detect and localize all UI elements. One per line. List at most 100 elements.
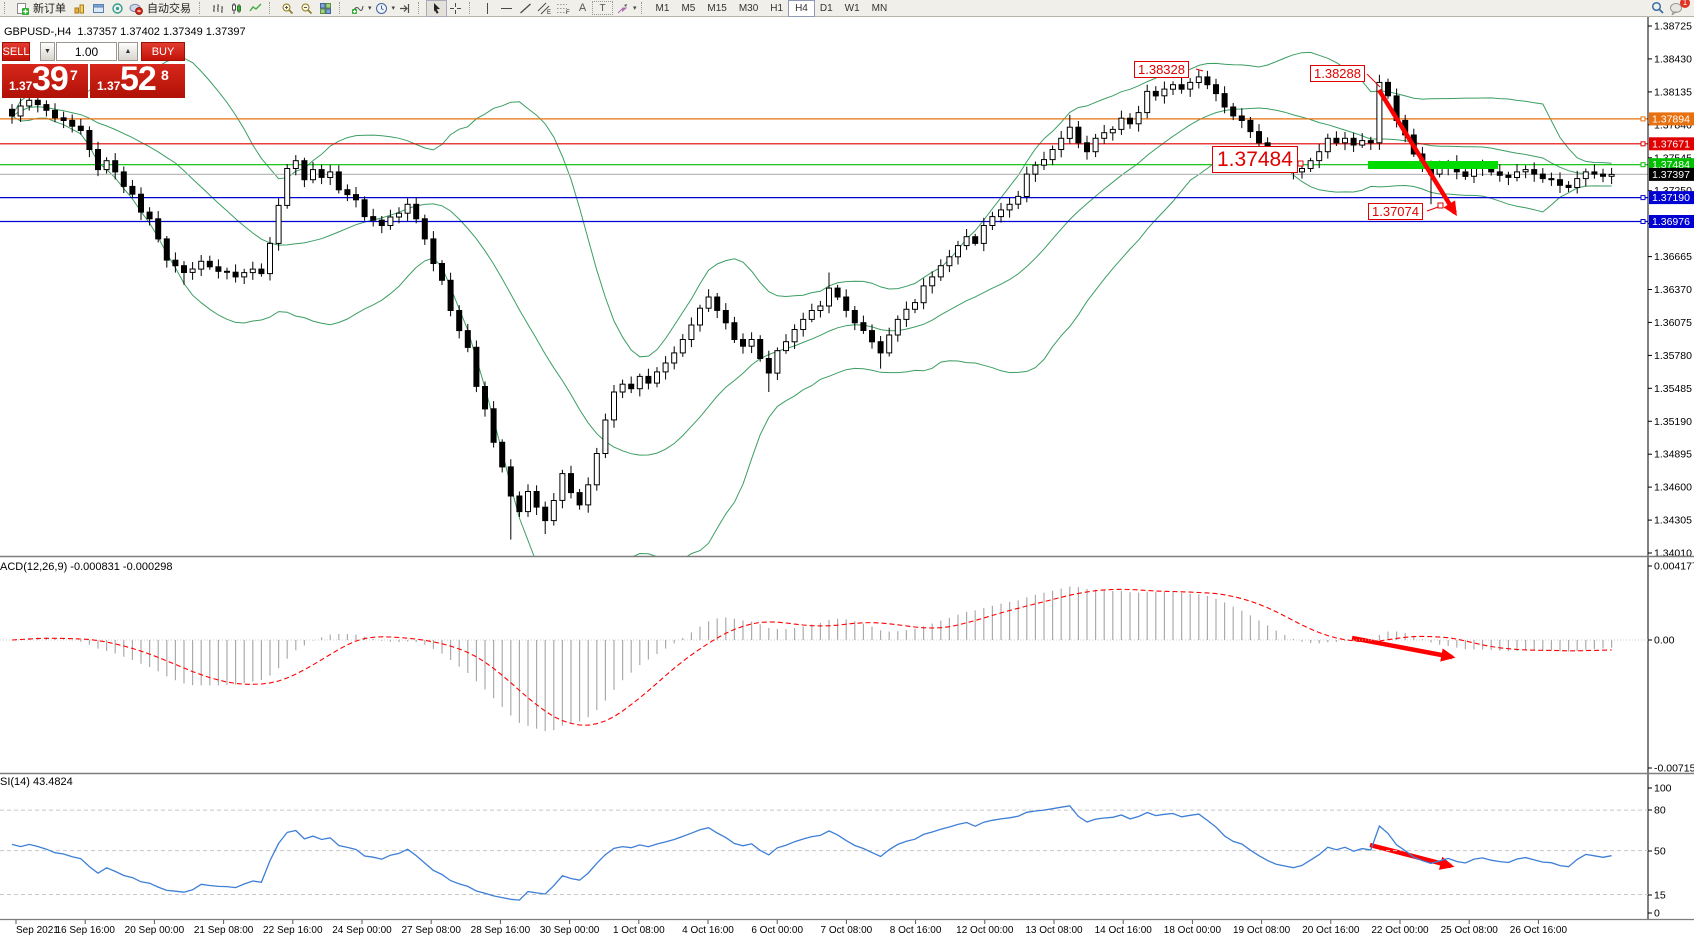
svg-text:50: 50 [1654, 846, 1666, 858]
auto-trading-icon[interactable] [127, 1, 146, 16]
horizontal-line-icon[interactable] [497, 1, 516, 16]
svg-text:100: 100 [1654, 783, 1672, 795]
svg-text:1.34305: 1.34305 [1654, 515, 1692, 527]
horizontal-level-lines[interactable] [0, 118, 1648, 223]
svg-text:0.00: 0.00 [1654, 635, 1675, 647]
tf-button-H1[interactable]: H1 [770, 2, 784, 14]
new-order-icon[interactable] [13, 1, 32, 16]
signal-icon[interactable] [108, 1, 127, 16]
vertical-line-icon[interactable] [478, 1, 497, 16]
svg-text:16 Sep 16:00: 16 Sep 16:00 [55, 925, 115, 936]
equidistant-channel-icon[interactable]: E [535, 1, 554, 16]
sell-button[interactable]: SELL [2, 42, 30, 61]
rsi-axis: 100 80 50 15 0 [1648, 783, 1672, 920]
annotation-high-1.38288[interactable]: 1.38288 [1310, 65, 1365, 82]
svg-text:1.36665: 1.36665 [1654, 251, 1692, 263]
tile-windows-icon[interactable] [316, 1, 335, 16]
svg-text:26 Oct 16:00: 26 Oct 16:00 [1510, 925, 1568, 936]
buy-price-box[interactable]: 1.37 52 8 [90, 64, 185, 98]
volume-dropdown-button[interactable]: ▼ [40, 42, 55, 61]
svg-text:1.34895: 1.34895 [1654, 449, 1692, 461]
macd-down-arrow [1351, 635, 1456, 662]
svg-text:12 Oct 00:00: 12 Oct 00:00 [956, 925, 1014, 936]
search-icon[interactable] [1648, 1, 1667, 16]
buy-price-pipette: 8 [161, 67, 169, 83]
svg-text:20 Oct 16:00: 20 Oct 16:00 [1302, 925, 1360, 936]
line-chart-icon[interactable] [246, 1, 265, 16]
volume-up-button[interactable]: ▲ [118, 42, 138, 61]
annotation-tails [1195, 68, 1444, 212]
zoom-out-icon[interactable] [297, 1, 316, 16]
tf-button-W1[interactable]: W1 [844, 2, 860, 14]
svg-text:18 Oct 00:00: 18 Oct 00:00 [1164, 925, 1222, 936]
trend-arrows[interactable] [1351, 88, 1457, 870]
tf-button-D1[interactable]: D1 [819, 2, 833, 14]
svg-text:1.36370: 1.36370 [1654, 284, 1692, 296]
svg-text:27 Sep 08:00: 27 Sep 08:00 [401, 925, 461, 936]
svg-text:22 Sep 16:00: 22 Sep 16:00 [263, 925, 323, 936]
period-clock-icon[interactable] [372, 1, 391, 16]
auto-trading-label[interactable]: 自动交易 [147, 3, 191, 15]
svg-text:20 Sep 00:00: 20 Sep 00:00 [125, 925, 185, 936]
svg-text:1.38725: 1.38725 [1654, 21, 1692, 33]
volume-input[interactable] [56, 42, 117, 61]
svg-text:1.35780: 1.35780 [1654, 350, 1692, 362]
trendline-icon[interactable] [516, 1, 535, 16]
notification-count-badge: 1 [1680, 0, 1690, 8]
sell-price-big: 39 [32, 64, 69, 98]
buy-button[interactable]: BUY [141, 42, 185, 61]
notifications-icon[interactable]: 1 [1667, 0, 1690, 16]
sell-price-box[interactable]: 1.37 39 7 [2, 64, 88, 98]
tf-button-M15[interactable]: M15 [707, 2, 727, 14]
tf-button-M1[interactable]: M1 [655, 2, 670, 14]
candlesticks-layer [9, 70, 1615, 540]
rsi-down-arrow [1369, 842, 1455, 870]
sell-price-pipette: 7 [70, 67, 78, 83]
svg-text:0.004177: 0.004177 [1654, 561, 1694, 573]
toolbar-handle [4, 2, 10, 14]
bar-chart-icon[interactable] [208, 1, 227, 16]
data-window-icon[interactable] [89, 1, 108, 16]
crosshair-icon[interactable] [446, 1, 465, 16]
rsi-panel [0, 805, 1648, 901]
tf-button-MN[interactable]: MN [871, 2, 888, 14]
price-down-arrow [1377, 88, 1457, 217]
arrows-tool-icon[interactable] [613, 1, 632, 16]
chart-shift-icon[interactable] [395, 1, 414, 16]
annotation-high-1.38328[interactable]: 1.38328 [1134, 61, 1189, 78]
panel-separators[interactable] [0, 555, 1694, 921]
indicators-icon[interactable] [348, 1, 367, 16]
price-axis[interactable]: 1.387251.384301.381351.378401.375451.372… [1640, 17, 1694, 919]
green-highlight-bar[interactable] [1368, 161, 1498, 169]
svg-text:21 Sep 08:00: 21 Sep 08:00 [194, 925, 254, 936]
text-tool-icon[interactable]: A [578, 2, 587, 14]
tf-button-M5[interactable]: M5 [681, 2, 696, 14]
svg-text:1.36976: 1.36976 [1652, 216, 1690, 228]
svg-text:80: 80 [1654, 805, 1666, 817]
svg-text:25 Oct 08:00: 25 Oct 08:00 [1441, 925, 1499, 936]
svg-text:1.38430: 1.38430 [1654, 53, 1692, 65]
svg-text:1.37190: 1.37190 [1652, 192, 1690, 204]
candlestick-chart-icon[interactable] [227, 1, 246, 16]
annotation-support-1.37484[interactable]: 1.37484 [1212, 146, 1298, 173]
svg-text:1.37894: 1.37894 [1652, 113, 1690, 125]
svg-text:7 Oct 08:00: 7 Oct 08:00 [821, 925, 873, 936]
cursor-icon[interactable] [426, 0, 448, 17]
macd-axis: 0.004177 0.00 -0.007153 [1648, 561, 1694, 775]
tf-button-M30[interactable]: M30 [738, 2, 759, 14]
svg-text:30 Sep 00:00: 30 Sep 00:00 [540, 925, 600, 936]
svg-text:14 Oct 16:00: 14 Oct 16:00 [1095, 925, 1153, 936]
fibonacci-icon[interactable]: F [554, 1, 573, 16]
svg-text:F: F [566, 10, 570, 15]
tf-button-H4[interactable]: H4 [788, 0, 815, 17]
text-label-tool-icon[interactable]: T [592, 1, 614, 15]
market-watch-icon[interactable] [70, 1, 89, 16]
svg-text:1.35190: 1.35190 [1654, 416, 1692, 428]
annotation-target-1.37074[interactable]: 1.37074 [1368, 203, 1423, 220]
new-order-label[interactable]: 新订单 [33, 3, 66, 15]
rsi-label: SI(14) 43.4824 [0, 776, 73, 788]
zoom-in-icon[interactable] [278, 1, 297, 16]
